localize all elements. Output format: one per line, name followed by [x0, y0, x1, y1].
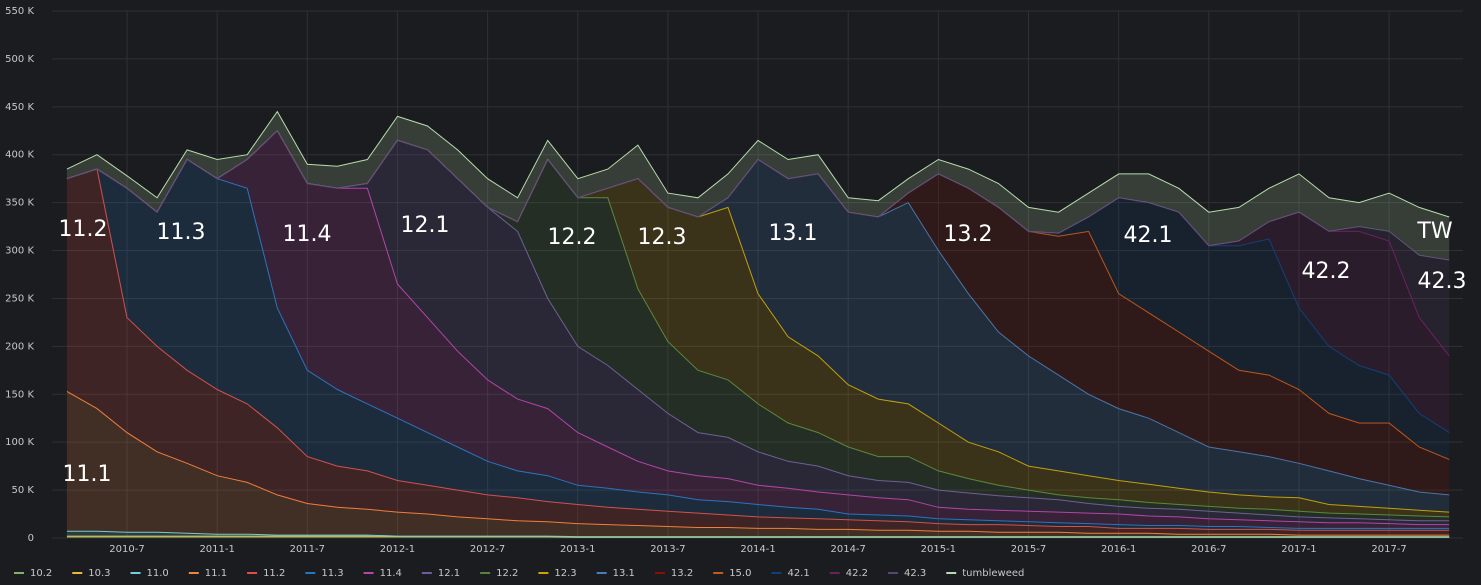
- annotation: 11.3: [157, 220, 206, 245]
- legend-label: 11.4: [380, 568, 402, 579]
- legend-label: 13.1: [613, 568, 635, 579]
- x-tick-label: 2013-7: [650, 544, 685, 555]
- y-tick-label: 550 K: [5, 6, 34, 17]
- x-tick-label: 2013-1: [560, 544, 595, 555]
- area: [66, 130, 1450, 517]
- legend-label: 42.3: [904, 568, 926, 579]
- labels: 0 50 K 100 K 150 K 200 K 250 K 300 K 350 K 400 K…: [5, 6, 1466, 579]
- legend-label: 10.3: [88, 568, 110, 579]
- y-tick-label: 300 K: [5, 246, 34, 257]
- legend-label: 12.1: [438, 568, 460, 579]
- x-tick-label: 2011-1: [199, 544, 234, 555]
- x-tick-label: 2014-1: [740, 544, 775, 555]
- x-tick-label: 2012-1: [380, 544, 415, 555]
- area: [66, 130, 1450, 460]
- x-tick-label: 2015-7: [1011, 544, 1046, 555]
- y-tick-label: 450 K: [5, 102, 34, 113]
- line: [66, 158, 1450, 529]
- x-tick-label: 2014-7: [830, 544, 865, 555]
- area: [66, 130, 1450, 513]
- legend-label: 12.2: [496, 568, 518, 579]
- line: [66, 110, 1450, 218]
- y-tick-label: 0: [28, 533, 34, 544]
- annotation: 11.4: [283, 222, 332, 247]
- y-tick-label: 250 K: [5, 293, 34, 304]
- legend-label: 11.1: [205, 568, 227, 579]
- y-tick-label: 350 K: [5, 198, 34, 209]
- y-tick-label: 150 K: [5, 389, 34, 400]
- annotation: 42.2: [1302, 259, 1351, 284]
- annotation: 42.1: [1124, 223, 1173, 248]
- area: [66, 391, 1450, 537]
- area: [66, 130, 1450, 525]
- line: [66, 129, 1450, 261]
- legend-label: 11.3: [321, 568, 343, 579]
- annotation: TW: [1416, 219, 1452, 244]
- x-tick-label: 2017-7: [1371, 544, 1406, 555]
- area: [66, 159, 1450, 531]
- y-tick-label: 400 K: [5, 150, 34, 161]
- annotation: 11.1: [63, 462, 112, 487]
- x-tick-label: 2012-7: [470, 544, 505, 555]
- x-tick-label: 2015-1: [921, 544, 956, 555]
- y-tick-label: 200 K: [5, 341, 34, 352]
- legend-label: tumbleweed: [962, 568, 1024, 579]
- line: [66, 390, 1450, 536]
- area: [66, 130, 1450, 495]
- area: [66, 130, 1450, 521]
- y-tick-label: 50 K: [12, 485, 35, 496]
- legend-label: 11.2: [263, 568, 285, 579]
- plot-area: [66, 110, 1450, 538]
- annotation: 12.1: [401, 213, 450, 238]
- y-tick-label: 100 K: [5, 437, 34, 448]
- x-tick-label: 2016-7: [1191, 544, 1226, 555]
- legend-label: 15.0: [729, 568, 751, 579]
- line: [66, 530, 1450, 538]
- area: [66, 130, 1450, 529]
- annotation: 42.3: [1418, 269, 1467, 294]
- legend-label: 11.0: [147, 568, 169, 579]
- legend-label: 12.3: [554, 568, 576, 579]
- x-tick-label: 2017-1: [1281, 544, 1316, 555]
- y-tick-label: 500 K: [5, 54, 34, 65]
- annotation: 13.1: [769, 221, 818, 246]
- annotation: 12.3: [638, 225, 687, 250]
- grid: [52, 10, 1463, 539]
- x-tick-label: 2016-1: [1101, 544, 1136, 555]
- legend-label: 42.1: [787, 568, 809, 579]
- annotation: 11.2: [59, 217, 108, 242]
- x-tick-label: 2011-7: [290, 544, 325, 555]
- legend-label: 10.2: [30, 568, 52, 579]
- legend-label: 13.2: [671, 568, 693, 579]
- line: [66, 168, 1450, 531]
- x-tick-label: 2010-7: [109, 544, 144, 555]
- legend-label: 42.2: [846, 568, 868, 579]
- annotation: 12.2: [548, 225, 597, 250]
- annotation: 13.2: [944, 222, 993, 247]
